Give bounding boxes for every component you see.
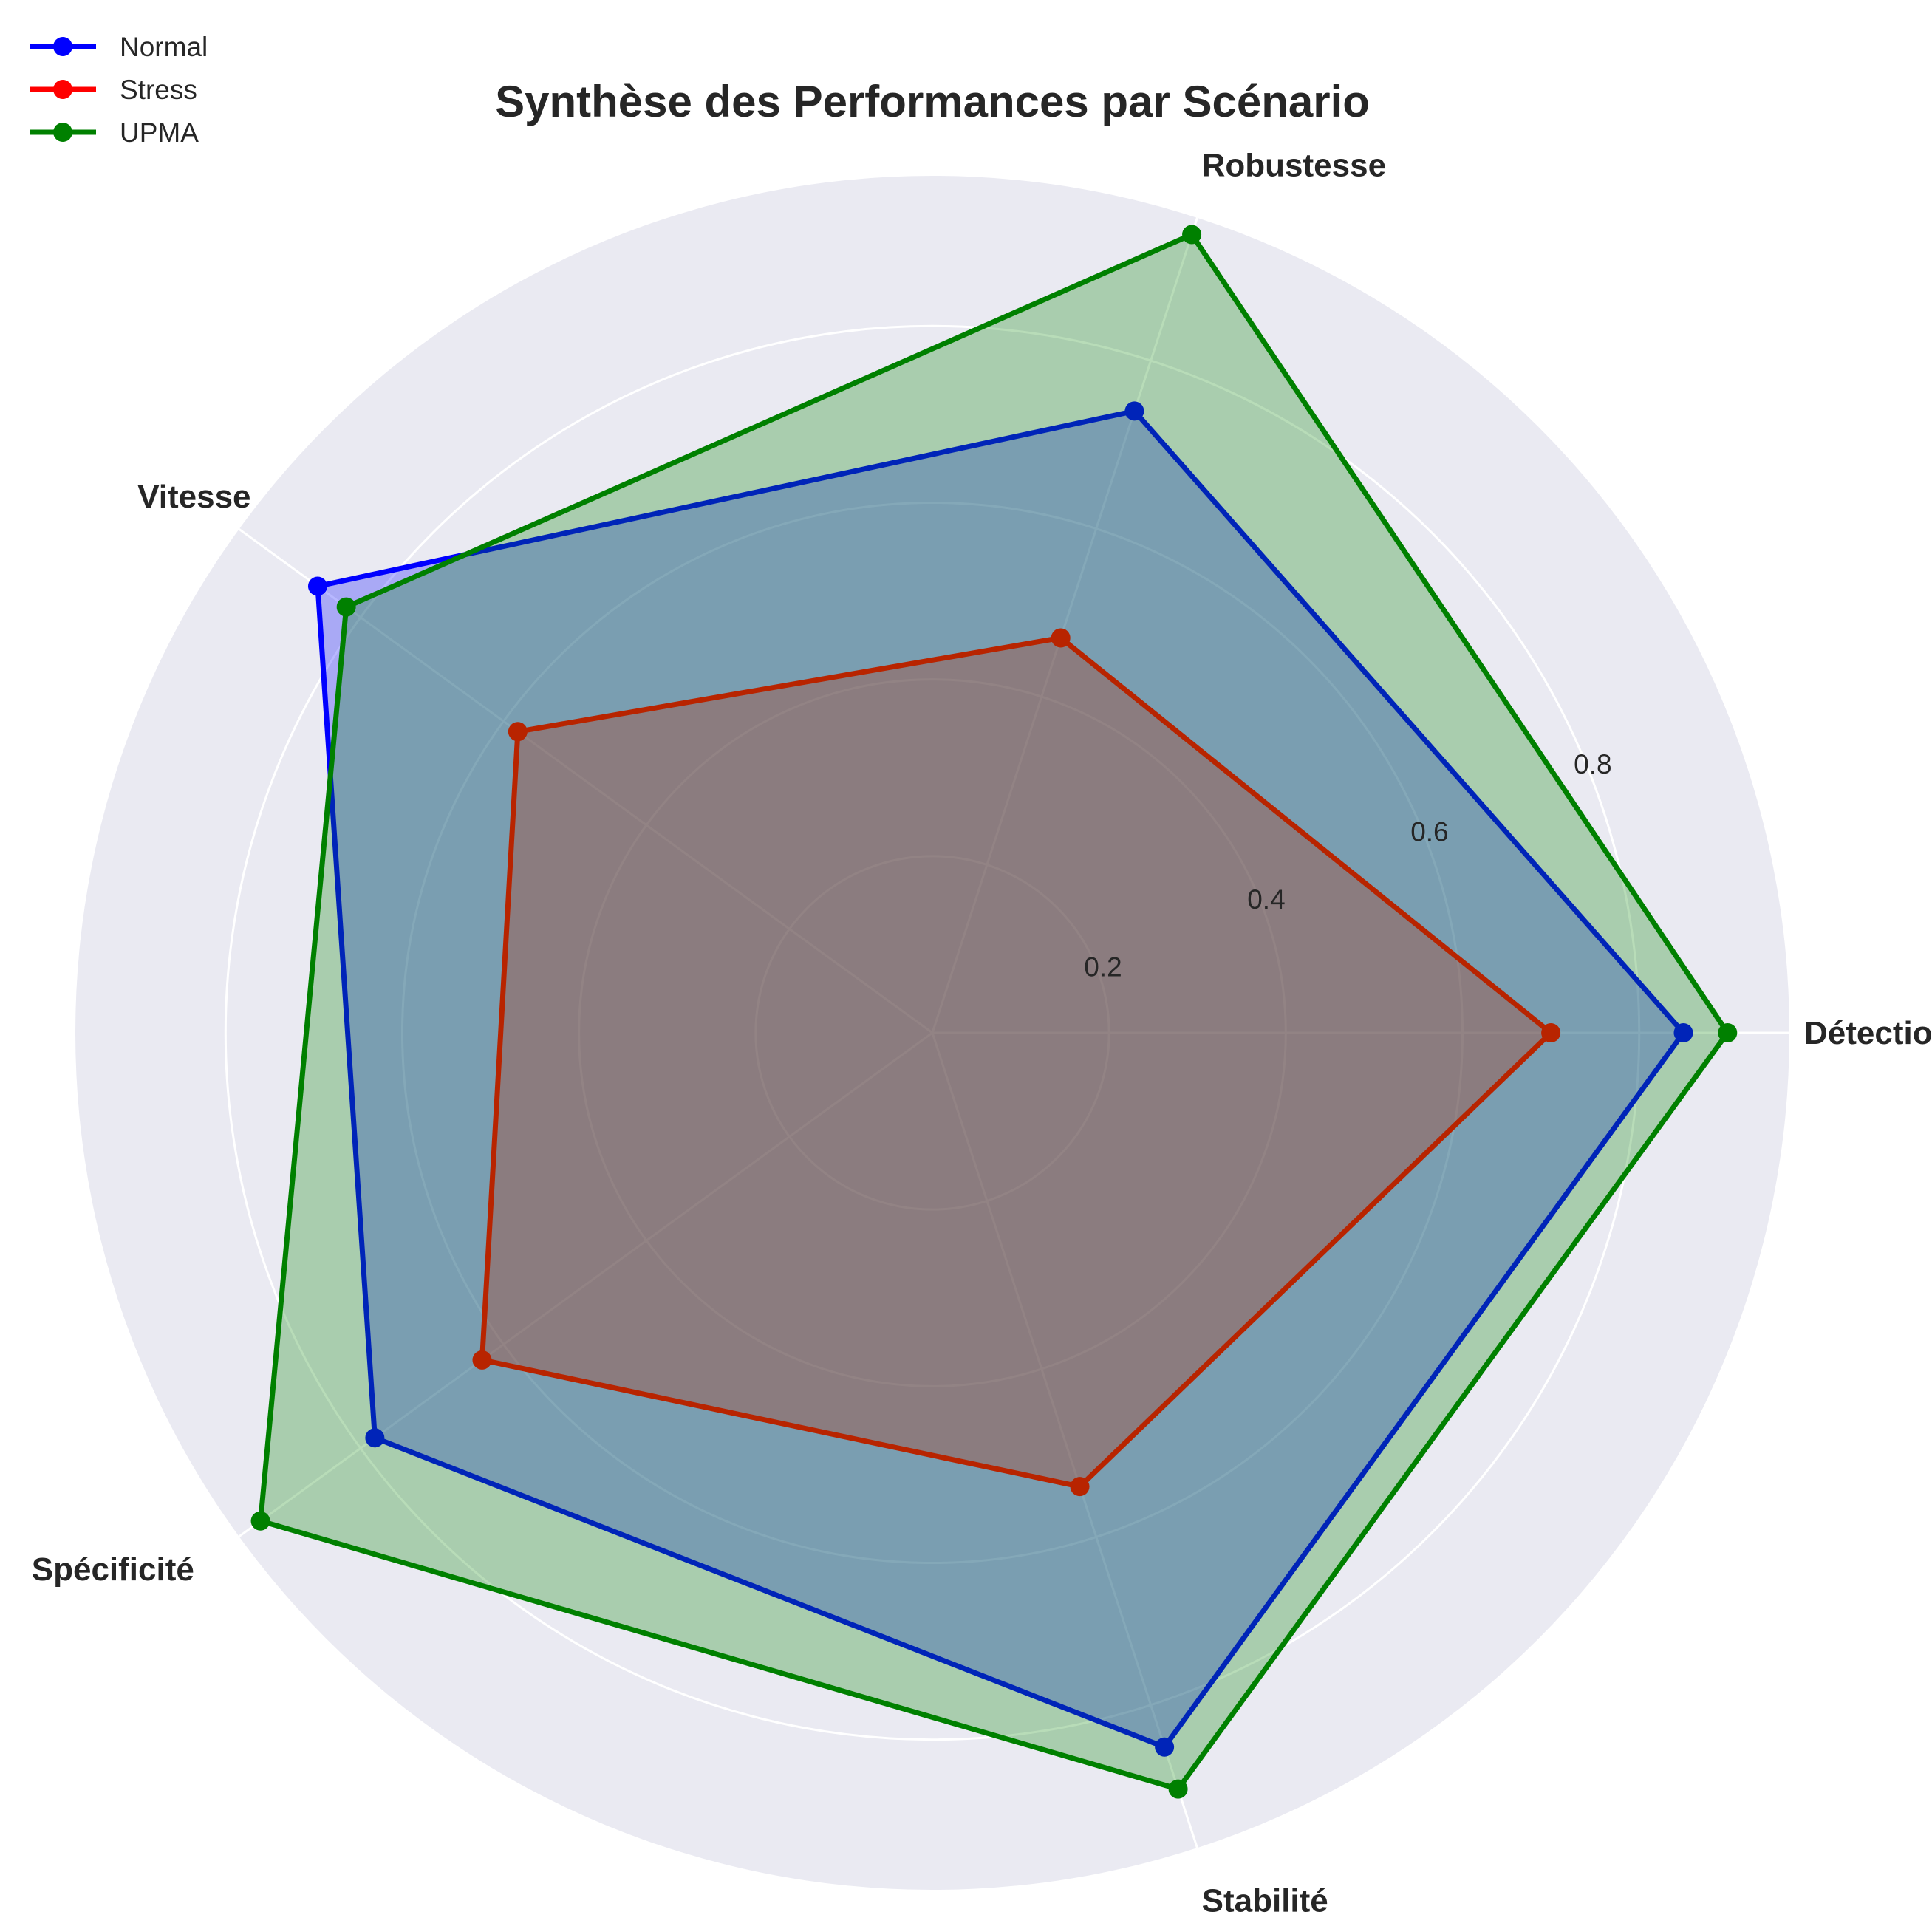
category-label: Spécificité [32, 1551, 194, 1588]
legend-label: Normal [120, 32, 208, 62]
radial-tick-label: 0.8 [1574, 749, 1611, 779]
series-area [318, 411, 1684, 1747]
legend-marker [53, 37, 72, 56]
radial-tick-label: 0.2 [1084, 952, 1122, 982]
legend-item-stress[interactable]: Stress [30, 75, 197, 105]
radial-tick-labels: 0.2 0.4 0.6 0.8 [1084, 749, 1611, 983]
grid [224, 217, 1789, 1848]
legend-item-upma[interactable]: UPMA [30, 117, 199, 148]
data-point[interactable] [365, 1428, 385, 1448]
category-label: Robustesse [1202, 147, 1386, 183]
category-label: Stabilité [1202, 1883, 1328, 1919]
series-line [315, 408, 1686, 1750]
series-normal [307, 401, 1693, 1757]
series-area [260, 234, 1728, 1789]
data-point[interactable] [1541, 1023, 1561, 1042]
series-stress [472, 628, 1561, 1497]
series-line [258, 232, 1730, 1792]
legend[interactable]: Normal Stress UPMA [30, 32, 208, 148]
chart-title: Synthèse des Performances par Scénario [495, 77, 1370, 126]
series-line [479, 635, 1554, 1489]
spoke-line [931, 217, 1198, 1034]
legend-marker [53, 123, 72, 142]
legend-label: Stress [120, 75, 197, 105]
data-point[interactable] [1168, 1779, 1188, 1799]
data-point[interactable] [1124, 401, 1144, 421]
data-point[interactable] [508, 722, 528, 742]
category-label: Vitesse [137, 479, 250, 515]
data-point[interactable] [336, 597, 356, 617]
data-point[interactable] [1182, 225, 1202, 245]
data-point[interactable] [307, 576, 327, 596]
series-layer [250, 225, 1738, 1799]
data-point[interactable] [1718, 1023, 1738, 1042]
series-upma [250, 225, 1738, 1799]
data-point[interactable] [1673, 1023, 1693, 1042]
radial-tick-label: 0.4 [1247, 884, 1285, 915]
legend-item-normal[interactable]: Normal [30, 32, 208, 62]
spoke-line [238, 1031, 933, 1538]
data-point[interactable] [1051, 628, 1071, 648]
radial-tick-label: 0.6 [1410, 816, 1448, 847]
axis-labels: Détection Robustesse Vitesse Spécificité Sta… [32, 147, 1932, 1919]
spoke-line [238, 527, 933, 1034]
spoke-line [931, 1032, 1198, 1848]
legend-label: UPMA [120, 117, 199, 148]
data-point[interactable] [1070, 1477, 1090, 1497]
data-point[interactable] [1155, 1737, 1175, 1757]
legend-marker [53, 80, 72, 99]
data-point[interactable] [250, 1511, 270, 1531]
category-label: Détection [1804, 1015, 1932, 1051]
series-area [482, 638, 1552, 1487]
data-point[interactable] [472, 1350, 492, 1370]
